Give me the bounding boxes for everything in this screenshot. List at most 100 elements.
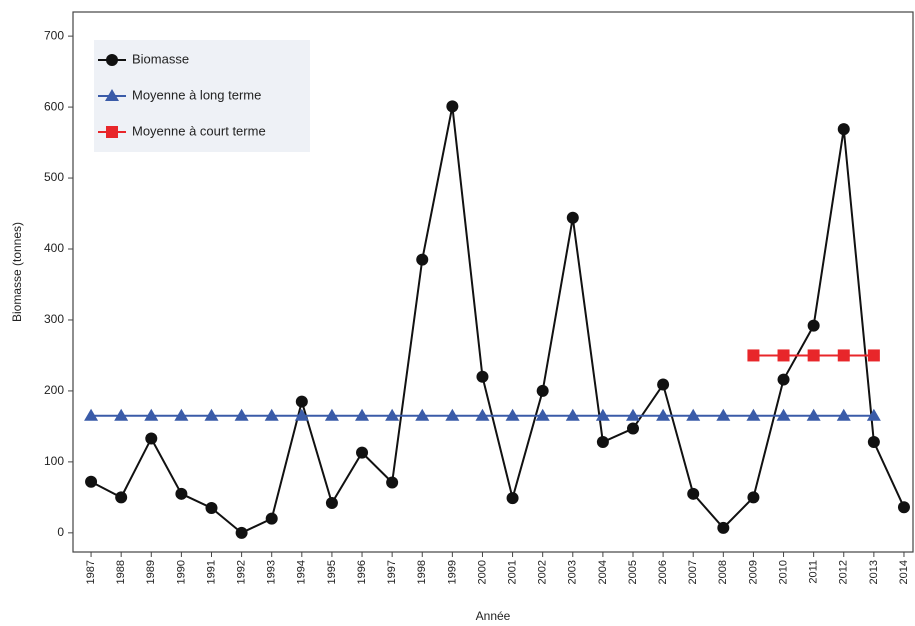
legend-marker	[106, 126, 118, 138]
point	[656, 408, 671, 421]
legend-marker	[106, 54, 118, 66]
x-tick-label: 2001	[506, 560, 518, 584]
point	[657, 378, 670, 391]
point	[415, 408, 430, 421]
x-tick-label: 1992	[236, 560, 248, 584]
y-tick-label: 400	[44, 241, 64, 255]
point	[746, 408, 761, 421]
legend-label: Moyenne à long terme	[132, 87, 261, 102]
y-tick-label: 700	[44, 28, 64, 42]
point	[205, 502, 218, 515]
point	[536, 384, 549, 397]
point	[506, 492, 519, 505]
x-tick-label: 1993	[266, 560, 278, 584]
x-tick-label: 1999	[446, 560, 458, 584]
point	[836, 408, 851, 421]
point	[867, 436, 880, 449]
x-tick-label: 2013	[868, 560, 880, 584]
legend-marker	[105, 89, 119, 101]
point	[475, 408, 490, 421]
point	[204, 408, 219, 421]
x-tick-label: 1998	[416, 560, 428, 584]
x-tick-label: 2009	[747, 560, 759, 584]
point	[386, 476, 399, 489]
point	[566, 211, 579, 224]
legend: Biomasse Moyenne à long terme Moyenne à co…	[98, 51, 266, 138]
point	[264, 408, 279, 421]
x-tick-label: 2003	[567, 560, 579, 584]
x-tick-label: 1987	[85, 560, 97, 584]
point	[385, 408, 400, 421]
x-tick-label: 2014	[898, 560, 910, 584]
point	[806, 408, 821, 421]
point	[807, 319, 820, 332]
point	[867, 349, 880, 362]
point	[777, 373, 790, 386]
point	[144, 408, 159, 421]
x-tick-label: 1996	[356, 560, 368, 584]
x-tick-label: 2002	[537, 560, 549, 584]
point	[416, 253, 429, 266]
legend-label: Biomasse	[132, 51, 189, 66]
series-line	[90, 106, 905, 535]
y-tick-label: 0	[57, 525, 64, 539]
point	[265, 512, 278, 525]
y-tick-label: 100	[44, 454, 64, 468]
x-tick-label: 1989	[145, 560, 157, 584]
x-tick-label: 1988	[115, 560, 127, 584]
x-tick-label: 1994	[296, 560, 308, 584]
point	[747, 491, 760, 504]
point	[84, 408, 99, 421]
point	[445, 408, 460, 421]
point	[325, 497, 338, 510]
x-tick-label: 2012	[838, 560, 850, 584]
point	[115, 491, 128, 504]
y-tick-label: 200	[44, 383, 64, 397]
point	[446, 100, 459, 113]
point	[716, 408, 731, 421]
point	[717, 521, 730, 534]
point	[174, 408, 189, 421]
point	[505, 408, 520, 421]
point	[686, 408, 701, 421]
legend-box	[94, 40, 310, 152]
point	[747, 349, 760, 362]
y-tick-label: 600	[44, 99, 64, 113]
x-tick-label: 1990	[175, 560, 187, 584]
x-tick-label: 1995	[326, 560, 338, 584]
point	[807, 349, 820, 362]
x-tick-label: 2000	[476, 560, 488, 584]
point	[235, 526, 248, 539]
point	[476, 370, 489, 383]
point	[627, 422, 639, 435]
x-tick-label: 2006	[657, 560, 669, 584]
y-tick-label: 300	[44, 312, 64, 326]
point	[595, 408, 610, 421]
point	[295, 395, 308, 408]
y-axis-label: Biomasse (tonnes)	[10, 222, 24, 322]
plot-frame	[72, 11, 914, 553]
point	[85, 475, 98, 488]
point	[114, 408, 129, 421]
x-tick-label: 2007	[687, 560, 699, 584]
point	[356, 446, 369, 459]
x-tick-label: 1991	[205, 560, 217, 584]
y-tick-label: 500	[44, 170, 64, 184]
point	[777, 349, 790, 362]
point	[776, 408, 791, 421]
point	[535, 408, 550, 421]
point	[687, 487, 700, 500]
point	[866, 408, 881, 421]
x-tick-label: 1997	[386, 560, 398, 584]
point	[294, 408, 309, 421]
x-tick-label: 2008	[717, 560, 729, 584]
x-tick-label: 2005	[627, 560, 639, 584]
x-axis-label: Année	[476, 609, 511, 623]
point	[596, 436, 609, 449]
point	[837, 349, 850, 362]
point	[626, 408, 640, 421]
point	[565, 408, 580, 421]
point	[175, 487, 188, 500]
x-tick-label: 2011	[808, 560, 820, 584]
